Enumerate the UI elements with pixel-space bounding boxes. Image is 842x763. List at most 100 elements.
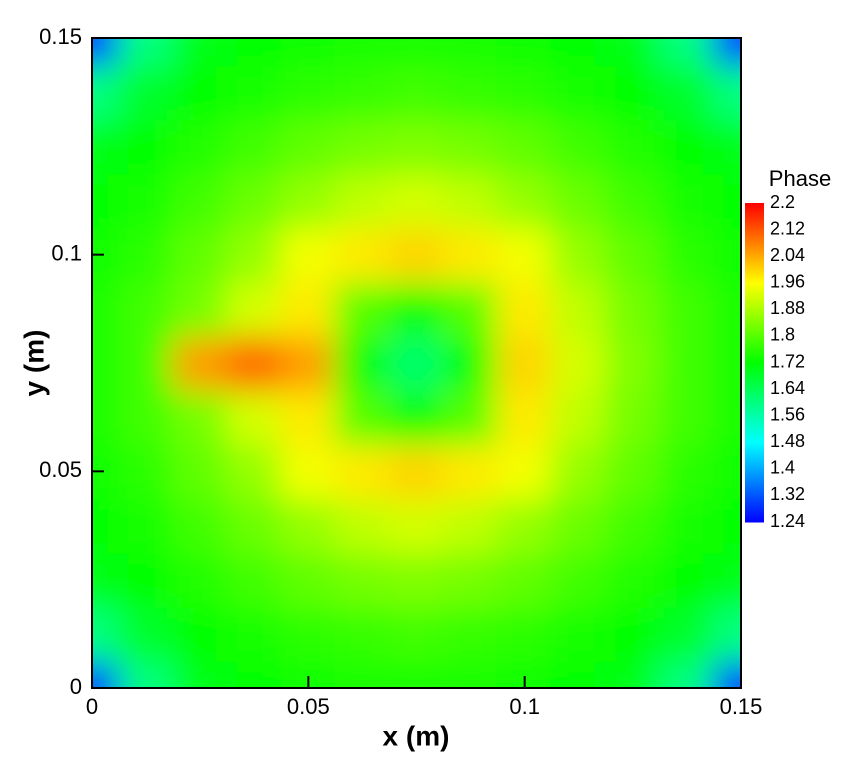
contour-cell xyxy=(712,64,741,121)
contour-cell xyxy=(658,38,715,67)
contour-cell xyxy=(442,172,499,229)
contour-cell xyxy=(118,172,175,229)
contour-cell xyxy=(550,605,607,662)
contour-cell xyxy=(604,64,661,121)
contour-cell xyxy=(550,497,607,554)
contour-cell xyxy=(226,659,283,688)
contour-cell xyxy=(92,497,121,554)
contour-cell xyxy=(118,659,175,688)
contour-cell xyxy=(172,551,229,608)
contour-cell xyxy=(442,659,499,688)
contour-cell xyxy=(388,280,445,337)
contour-cell xyxy=(658,226,715,283)
contour-cell xyxy=(388,659,445,688)
contour-cell xyxy=(118,334,175,392)
x-tick-label: 0.15 xyxy=(720,694,763,719)
contour-cell xyxy=(118,226,175,283)
contour-cell xyxy=(712,334,741,392)
contour-cell xyxy=(280,172,337,229)
contour-cell xyxy=(334,605,391,662)
contour-cell xyxy=(118,551,175,608)
contour-cell xyxy=(172,38,229,67)
contour-cell xyxy=(280,389,337,446)
contour-cell xyxy=(712,118,741,175)
contour-cell xyxy=(226,38,283,67)
contour-cell xyxy=(334,38,391,67)
contour-cell xyxy=(172,64,229,121)
contour-cell xyxy=(388,118,445,175)
contour-cell xyxy=(388,443,445,500)
x-axis-title: x (m) xyxy=(383,720,450,751)
contour-cell xyxy=(388,334,445,392)
contour-cell xyxy=(280,551,337,608)
colorbar-tick-label: 1.48 xyxy=(770,431,805,451)
y-tick-label: 0 xyxy=(70,674,82,699)
contour-cell xyxy=(658,280,715,337)
contour-cell xyxy=(118,280,175,337)
contour-cell xyxy=(550,38,607,67)
contour-cell xyxy=(92,172,121,229)
contour-cell xyxy=(226,64,283,121)
contour-cell xyxy=(118,605,175,662)
contour-cell xyxy=(712,280,741,337)
contour-cell xyxy=(604,551,661,608)
contour-cell xyxy=(334,551,391,608)
colorbar-band xyxy=(745,495,764,523)
colorbar-tick-label: 1.24 xyxy=(770,511,805,531)
contour-cell xyxy=(604,118,661,175)
contour-cell xyxy=(604,334,661,392)
contour-field xyxy=(92,38,741,688)
colorbar-band xyxy=(745,415,764,443)
contour-cell xyxy=(604,443,661,500)
contour-cell xyxy=(550,551,607,608)
contour-cell xyxy=(388,389,445,446)
contour-cell xyxy=(604,659,661,688)
contour-cell xyxy=(92,280,121,337)
contour-cell xyxy=(280,226,337,283)
colorbar-band xyxy=(745,309,764,337)
contour-cell xyxy=(334,280,391,337)
contour-cell xyxy=(550,280,607,337)
contour-cell xyxy=(442,38,499,67)
contour-cell xyxy=(496,280,553,337)
contour-cell xyxy=(496,226,553,283)
contour-cell xyxy=(496,497,553,554)
contour-cell xyxy=(172,334,229,392)
contour-cell xyxy=(658,497,715,554)
contour-cell xyxy=(172,118,229,175)
contour-cell xyxy=(334,172,391,229)
colorbar-tick-label: 1.96 xyxy=(770,272,805,292)
contour-cell xyxy=(658,443,715,500)
contour-cell xyxy=(496,443,553,500)
contour-cell xyxy=(226,118,283,175)
contour-cell xyxy=(658,172,715,229)
colorbar-band xyxy=(745,282,764,310)
contour-cell xyxy=(172,659,229,688)
contour-cell xyxy=(334,226,391,283)
contour-cell xyxy=(550,172,607,229)
contour-cell xyxy=(118,118,175,175)
colorbar-band xyxy=(745,256,764,284)
contour-cell xyxy=(658,64,715,121)
y-tick-label: 0.05 xyxy=(39,457,82,482)
contour-cell xyxy=(604,280,661,337)
contour-cell xyxy=(712,497,741,554)
contour-cell xyxy=(604,605,661,662)
contour-cell xyxy=(388,226,445,283)
contour-cell xyxy=(496,389,553,446)
contour-cell xyxy=(118,389,175,446)
contour-cell xyxy=(604,497,661,554)
contour-cell xyxy=(334,118,391,175)
contour-cell xyxy=(172,497,229,554)
contour-cell xyxy=(172,226,229,283)
contour-cell xyxy=(118,443,175,500)
contour-cell xyxy=(496,605,553,662)
contour-cell xyxy=(388,38,445,67)
x-tick-label: 0.1 xyxy=(509,694,540,719)
contour-cell xyxy=(658,605,715,662)
contour-cell xyxy=(226,551,283,608)
contour-cell xyxy=(92,118,121,175)
contour-cell xyxy=(118,38,175,67)
contour-cell xyxy=(280,605,337,662)
